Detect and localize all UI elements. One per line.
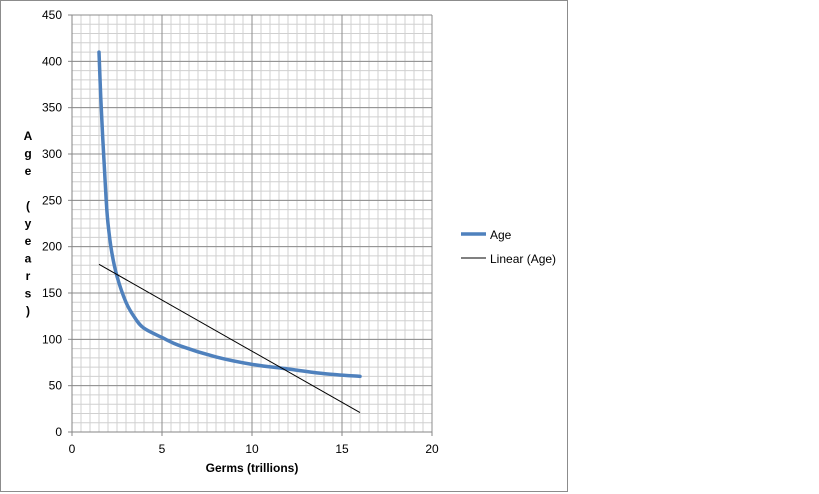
x-tick-label: 15 (335, 442, 349, 456)
y-tick-label: 0 (55, 425, 62, 439)
y-tick-label: 50 (49, 379, 63, 393)
y-tick-label: 250 (42, 193, 62, 207)
y-tick-label: 200 (42, 240, 62, 254)
y-tick-label: 450 (42, 8, 62, 22)
x-tick-label: 0 (69, 442, 76, 456)
y-tick-label: 300 (42, 147, 62, 161)
x-axis-title: Germs (trillions) (206, 461, 299, 475)
x-tick-label: 5 (159, 442, 166, 456)
series-line-age (97, 50, 362, 379)
plot-series (97, 50, 362, 413)
x-tick-label: 10 (245, 442, 259, 456)
legend: Age Linear (Age) (461, 228, 556, 266)
y-tick-label: 150 (42, 286, 62, 300)
series-line-linear-age (98, 263, 361, 413)
chart-area (0, 0, 568, 492)
tick-labels: 0 50 100 150 200 250 300 350 400 450 0 5 10 15 20 (42, 8, 439, 456)
legend-label-linear-age: Linear (Age) (490, 252, 556, 266)
gridlines (71, 14, 433, 433)
legend-label-age: Age (490, 228, 512, 242)
y-tick-label: 100 (42, 332, 62, 346)
x-tick-label: 20 (425, 442, 439, 456)
axes (68, 14, 433, 436)
y-tick-label: 350 (42, 101, 62, 115)
y-tick-label: 400 (42, 54, 62, 68)
